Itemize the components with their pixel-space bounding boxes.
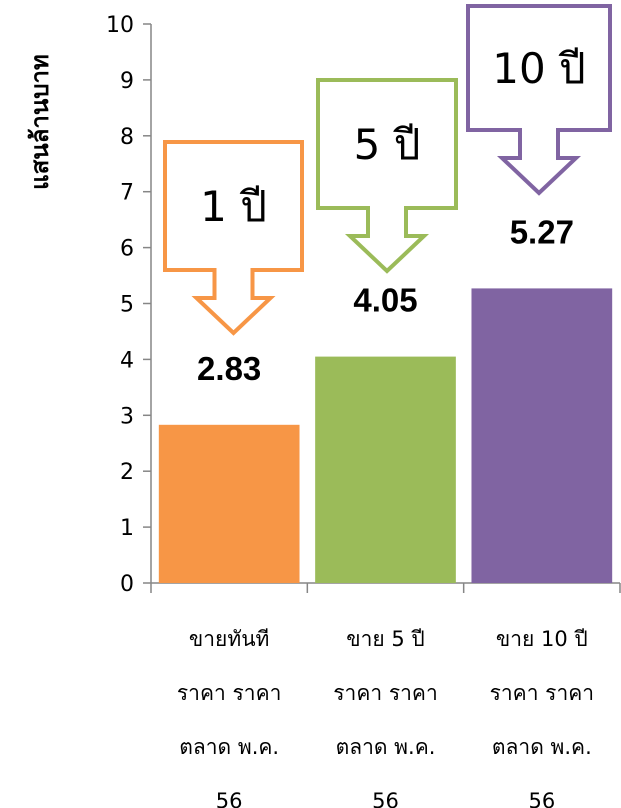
y-tick-label: 2 xyxy=(120,460,134,485)
x-tick-label: ขาย 10 ปี xyxy=(496,627,588,651)
callouts: 1 ปี 5 ปี 10 ปี xyxy=(163,4,612,336)
y-tick-label: 10 xyxy=(106,13,134,38)
x-tick-label: ราคา ราคา xyxy=(177,681,282,705)
bar xyxy=(471,288,613,583)
data-label: 2.83 xyxy=(197,350,261,387)
x-tick-label: 56 xyxy=(372,789,399,808)
axes: 0 1 2 3 4 5 6 7 8 9 10 xyxy=(106,13,621,597)
bar xyxy=(315,356,456,583)
y-tick-label: 3 xyxy=(120,404,134,429)
bar xyxy=(158,424,300,583)
callout-arrow xyxy=(466,4,612,196)
callout-arrow xyxy=(316,78,458,274)
callout-arrow xyxy=(163,140,304,336)
y-tick-label: 6 xyxy=(120,237,134,262)
bars xyxy=(158,288,613,583)
data-label: 5.27 xyxy=(510,213,574,250)
x-tick-label: ราคา ราคา xyxy=(490,681,595,705)
y-tick-label: 9 xyxy=(120,69,134,94)
callout-label: 10 ปี xyxy=(492,44,585,93)
y-tick-label: 0 xyxy=(120,572,134,597)
x-tick-label: ขายทันที xyxy=(189,627,270,651)
x-tick-label: ตลาด พ.ค. xyxy=(492,735,592,759)
y-tick-label: 4 xyxy=(120,348,134,373)
callout-label: 5 ปี xyxy=(354,120,421,169)
y-tick-label: 5 xyxy=(120,293,134,318)
y-tick-label: 8 xyxy=(120,125,134,150)
x-tick-label: ตลาด พ.ค. xyxy=(336,735,436,759)
data-label: 4.05 xyxy=(353,282,417,319)
x-tick-label: ขาย 5 ปี xyxy=(346,627,425,651)
y-tick-label: 7 xyxy=(120,181,134,206)
y-axis-label: แสนล้านบาท xyxy=(26,54,54,190)
callout-label: 1 ปี xyxy=(200,182,267,231)
x-tick-label: 56 xyxy=(528,789,555,808)
x-tick-label: ราคา ราคา xyxy=(333,681,438,705)
x-tick-label: ตลาด พ.ค. xyxy=(179,735,279,759)
x-tick-label: 56 xyxy=(216,789,243,808)
y-tick-label: 1 xyxy=(120,516,134,541)
